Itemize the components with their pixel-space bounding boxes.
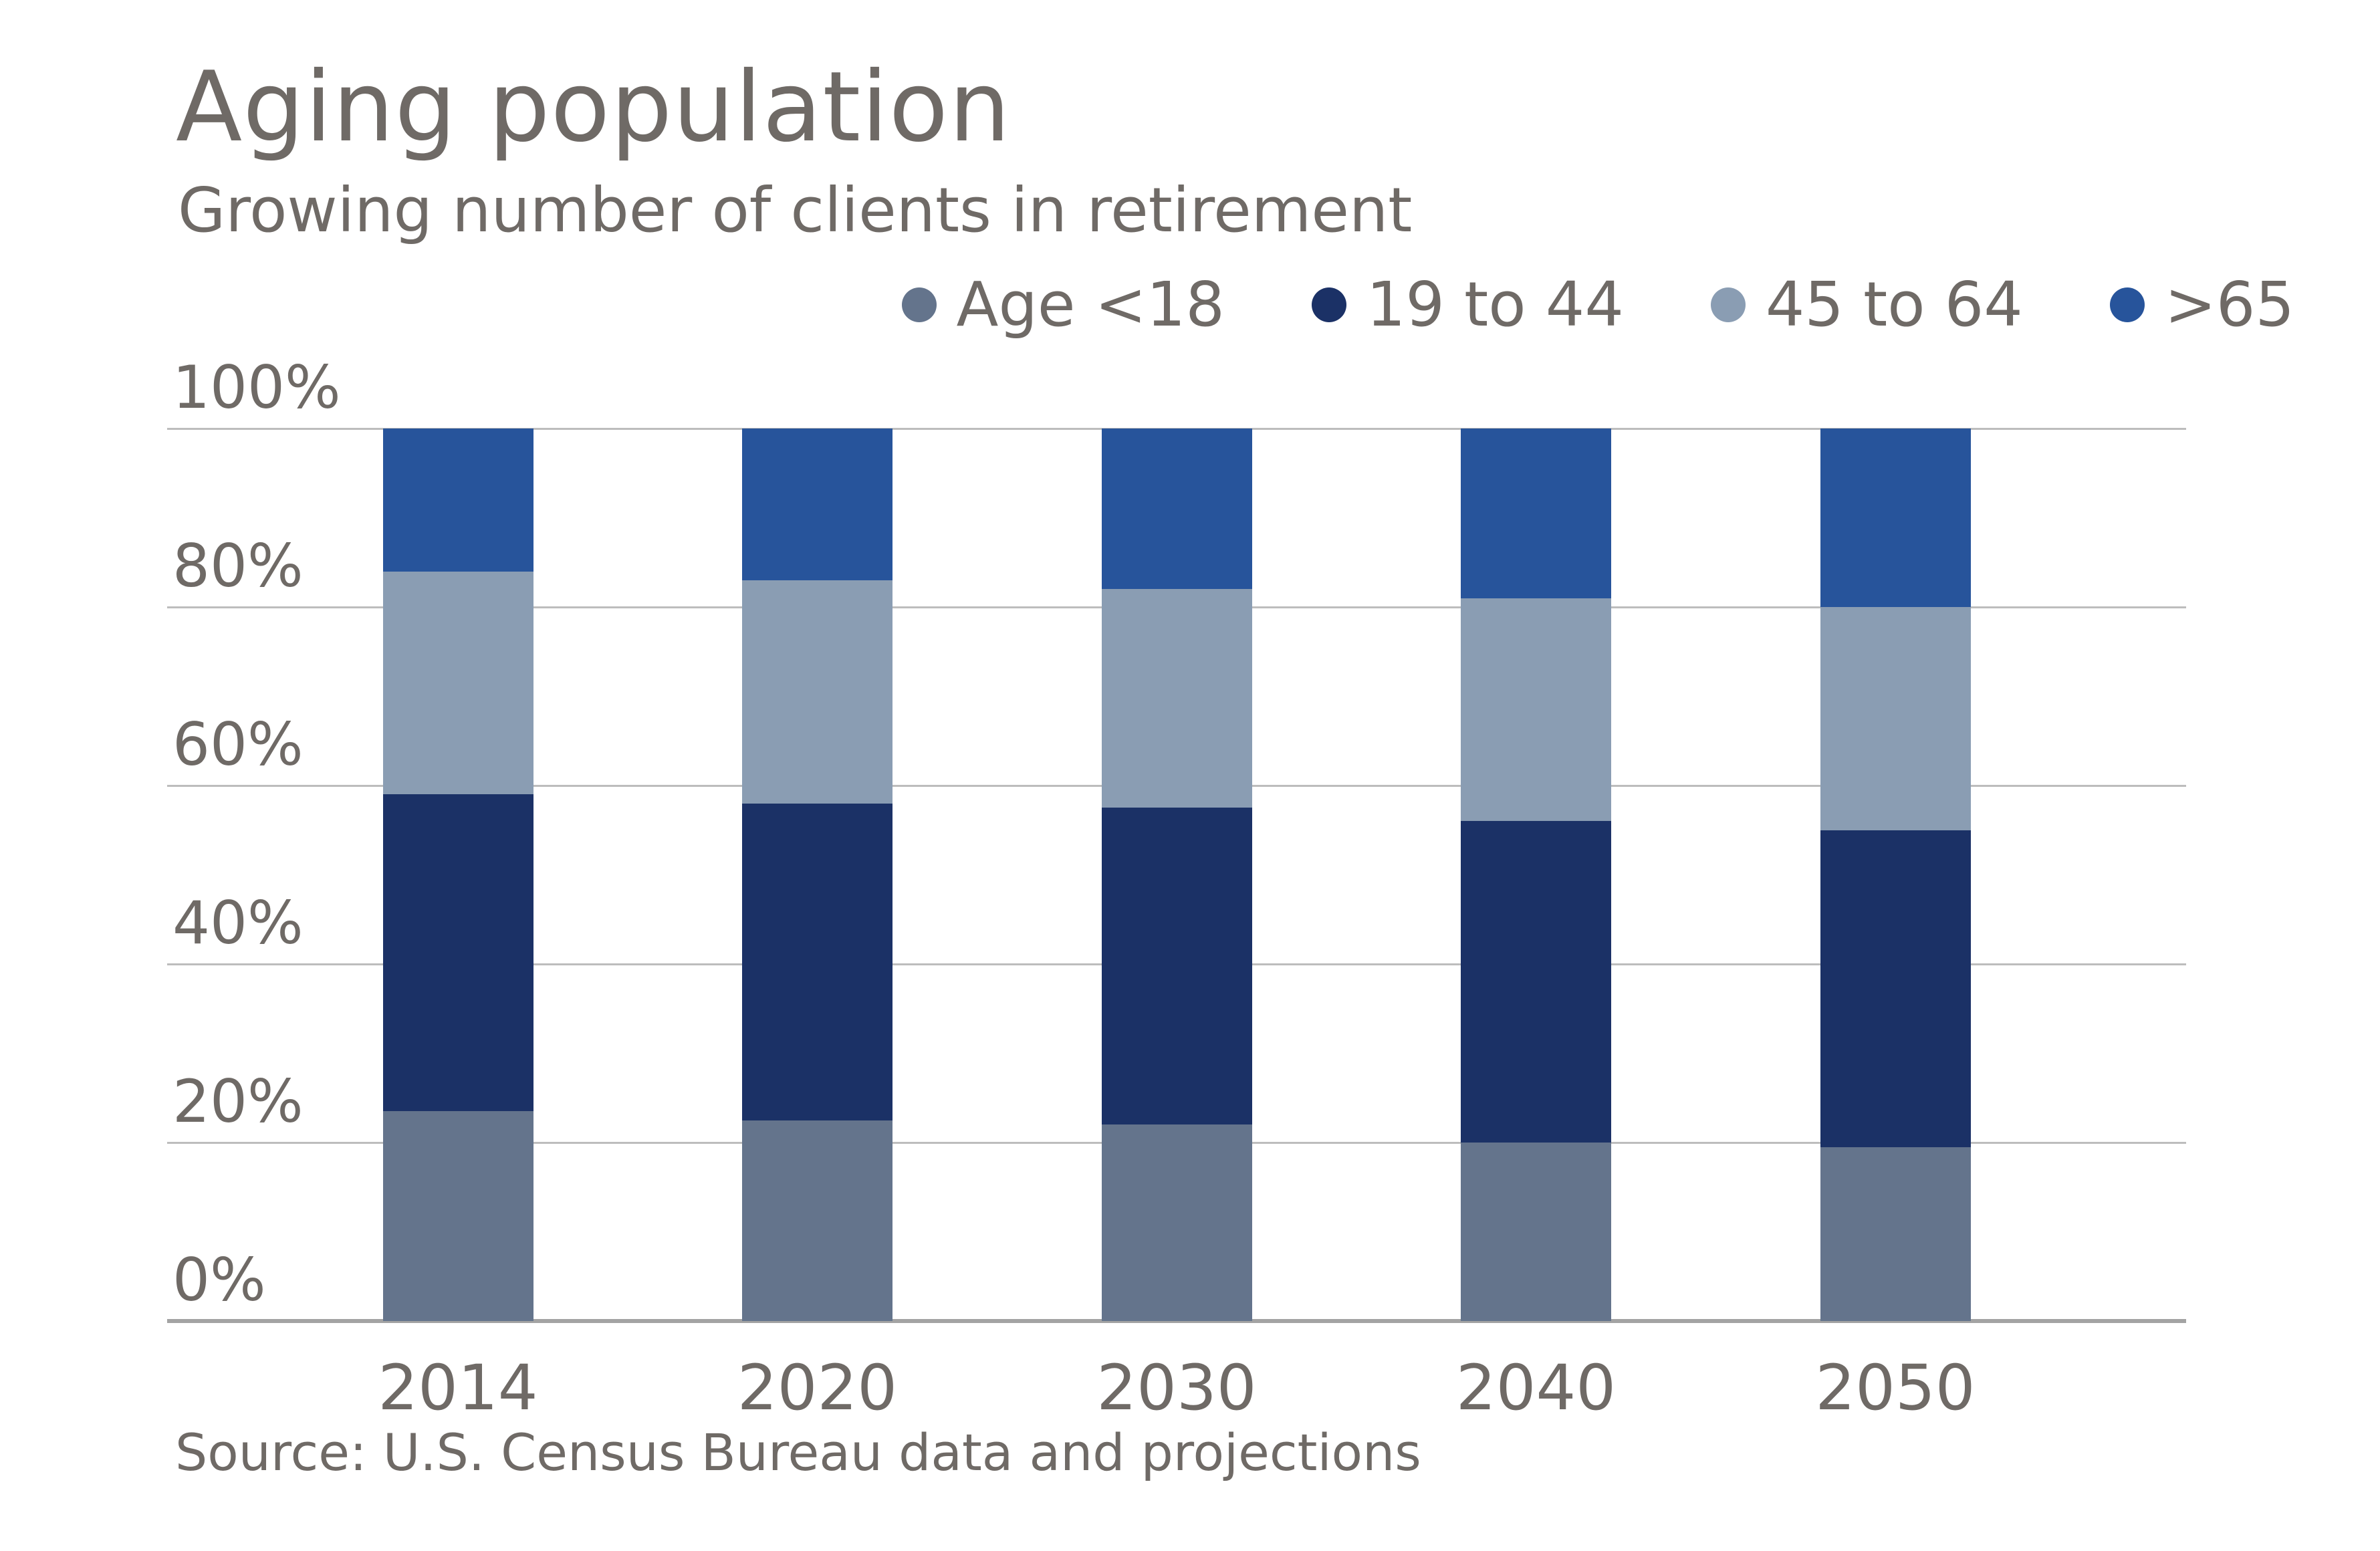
bar-segment-2030-age-18 [1101, 1124, 1252, 1321]
legend-label: >65 [2164, 269, 2294, 340]
x-tick-label: 2014 [378, 1352, 538, 1425]
bar-segment-2040-age-18 [1461, 1142, 1611, 1321]
stacked-bar-2040 [1461, 429, 1611, 1321]
stacked-bar-2014 [382, 429, 533, 1321]
bar-segment-2014-19-to-44 [382, 794, 533, 1112]
y-tick-label: 60% [172, 710, 304, 779]
legend-label: Age <18 [956, 269, 1225, 340]
stacked-bar-2050 [1820, 429, 1971, 1321]
legend-dot-icon [901, 287, 937, 322]
bar-segment-2050-45-to-64 [1820, 607, 1971, 830]
bar-segment-2050-age-18 [1820, 1147, 1971, 1321]
bar-segment-2030-45-to-64 [1101, 589, 1252, 808]
stacked-bar-2030 [1101, 429, 1252, 1321]
bar-segment-2020-45-to-64 [742, 580, 892, 804]
y-tick-label: 100% [172, 353, 341, 422]
x-tick-label: 2040 [1455, 1352, 1617, 1425]
x-tick-label: 2050 [1815, 1352, 1976, 1425]
bar-segment-2020--65 [742, 429, 892, 580]
legend-item-over-65: >65 [2109, 269, 2294, 340]
legend-label: 45 to 64 [1765, 269, 2023, 340]
y-tick-label: 80% [172, 531, 304, 600]
legend-label: 19 to 44 [1366, 269, 1624, 340]
bar-segment-2050--65 [1820, 429, 1971, 607]
bar-segment-2030--65 [1101, 429, 1252, 590]
bar-segment-2040-19-to-44 [1461, 821, 1611, 1143]
legend-item-age-under-18: Age <18 [901, 269, 1225, 340]
legend-dot-icon [2109, 287, 2145, 322]
legend-dot-icon [1311, 287, 1346, 322]
chart-subtitle: Growing number of clients in retirement [178, 174, 1413, 246]
bar-segment-2014-45-to-64 [382, 571, 533, 795]
bar-segment-2014-age-18 [382, 1111, 533, 1321]
legend-item-19-to-44: 19 to 44 [1311, 269, 1624, 340]
bar-segment-2040-45-to-64 [1461, 598, 1611, 822]
y-tick-label: 20% [172, 1067, 304, 1136]
bar-segment-2020-age-18 [742, 1120, 892, 1321]
x-tick-label: 2020 [737, 1352, 898, 1425]
bar-segment-2040--65 [1461, 429, 1611, 598]
legend: Age <18 19 to 44 45 to 64 >65 [901, 269, 2294, 340]
bar-segment-2020-19-to-44 [742, 803, 892, 1120]
legend-dot-icon [1710, 287, 1746, 322]
bar-segment-2050-19-to-44 [1820, 830, 1971, 1147]
y-tick-label: 40% [172, 888, 304, 957]
bar-segment-2014--65 [382, 429, 533, 572]
legend-item-45-to-64: 45 to 64 [1710, 269, 2023, 340]
chart-title: Aging population [176, 51, 1012, 164]
stacked-bar-2020 [742, 429, 892, 1321]
x-tick-label: 2030 [1096, 1352, 1257, 1425]
y-tick-label: 0% [172, 1245, 266, 1314]
source-note: Source: U.S. Census Bureau data and proj… [175, 1423, 1421, 1482]
bar-segment-2030-19-to-44 [1101, 808, 1252, 1125]
x-axis-line [167, 1319, 2186, 1323]
